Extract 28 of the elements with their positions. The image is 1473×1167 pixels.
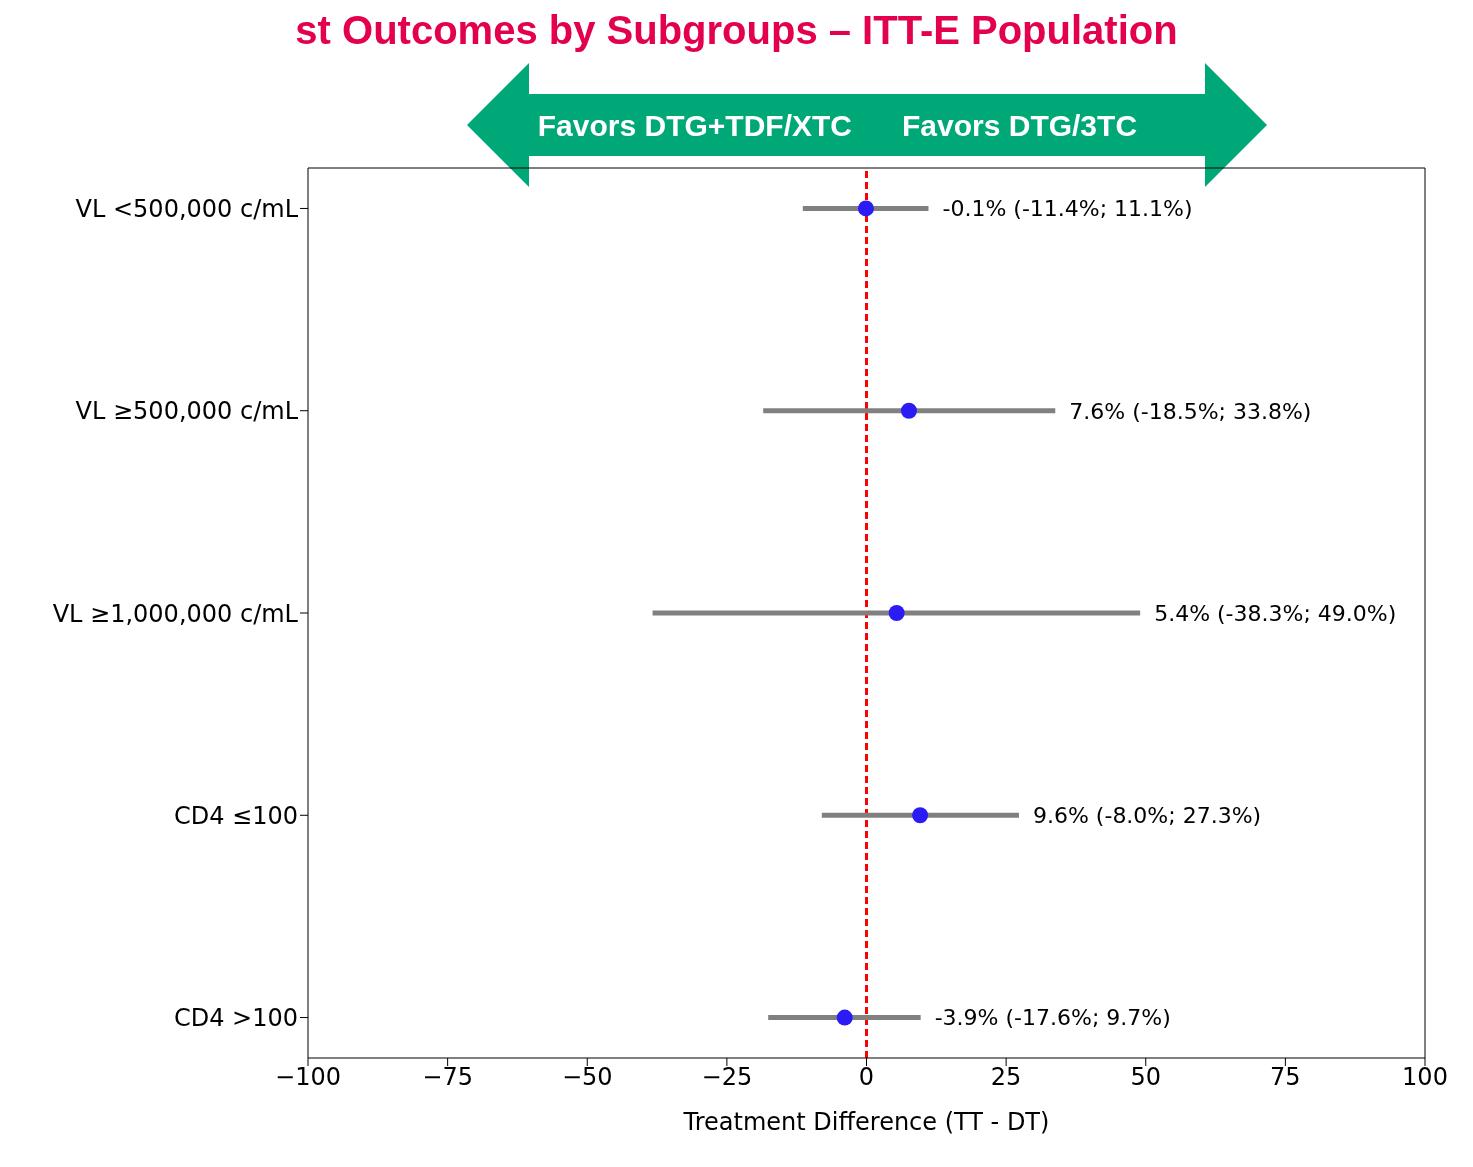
text: Favors DTG/3TC	[901, 109, 1137, 142]
y-tick-label: CD4 >100	[173, 1004, 298, 1033]
x-tick-label: 0	[858, 1063, 875, 1092]
x-axis-title: Treatment Difference (TT - DT)	[682, 1108, 1050, 1136]
y-tick-label: VL ≥500,000 c/mL	[75, 397, 299, 426]
point	[857, 200, 874, 217]
chart-title: st Outcomes by Subgroups – ITT-E Population	[294, 8, 1179, 53]
x-tick-label: −75	[422, 1063, 473, 1092]
x-tick-label: −100	[275, 1063, 341, 1092]
x-tick-label: −25	[701, 1063, 753, 1092]
point	[888, 605, 905, 621]
annotation: -0.1% (-11.4%; 11.1%)	[942, 196, 1193, 222]
x-tick-label: 100	[1402, 1063, 1448, 1092]
point	[900, 402, 917, 419]
annotation: 9.6% (-8.0%; 27.3%)	[1032, 803, 1262, 829]
x-tick-label: 75	[1270, 1063, 1301, 1092]
annotation: 5.4% (-38.3%; 49.0%)	[1154, 600, 1397, 626]
y-tick-label: VL ≥1,000,000 c/mL	[52, 599, 299, 628]
annotation: 7.6% (-18.5%; 33.8%)	[1069, 398, 1312, 424]
point	[836, 1009, 853, 1026]
y-tick-label: CD4 ≤100	[173, 801, 298, 830]
x-tick-label: 25	[990, 1063, 1022, 1092]
point	[912, 807, 929, 824]
text: Favors DTG+TDF/XTC	[537, 109, 852, 142]
x-tick-label: 50	[1130, 1063, 1162, 1092]
annotation: -3.9% (-17.6%; 9.7%)	[934, 1005, 1171, 1031]
y-tick-label: VL <500,000 c/mL	[75, 194, 299, 223]
x-tick-label: −50	[561, 1063, 613, 1092]
